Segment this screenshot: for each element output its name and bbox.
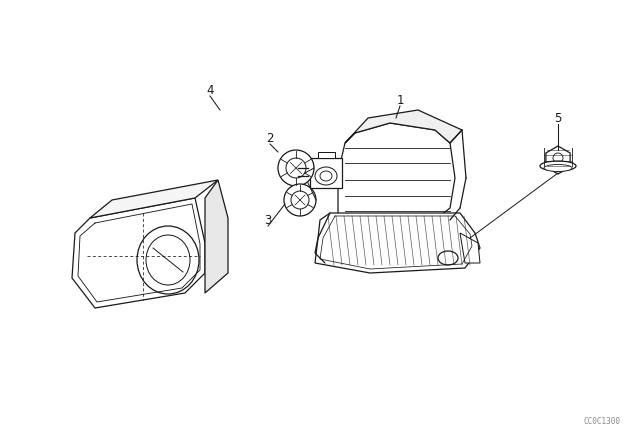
Text: 3: 3 [264,214,272,227]
Polygon shape [546,146,570,174]
Circle shape [291,191,309,209]
Circle shape [278,150,314,186]
Ellipse shape [320,171,332,181]
Ellipse shape [544,164,572,172]
Text: CC0C1300: CC0C1300 [583,417,620,426]
Polygon shape [205,180,228,293]
Circle shape [286,158,306,178]
Polygon shape [338,123,455,226]
Polygon shape [315,213,480,273]
Polygon shape [460,233,480,263]
Polygon shape [90,180,218,218]
Text: 5: 5 [554,112,562,125]
Polygon shape [310,158,342,188]
Circle shape [284,184,316,216]
Polygon shape [72,198,205,308]
FancyBboxPatch shape [294,162,308,182]
Text: 4: 4 [206,83,214,96]
Polygon shape [318,152,335,158]
Ellipse shape [137,226,199,294]
Ellipse shape [146,235,190,285]
Polygon shape [345,110,462,143]
Ellipse shape [315,167,337,185]
Ellipse shape [438,251,458,265]
Ellipse shape [540,161,576,171]
Text: 1: 1 [396,94,404,107]
Circle shape [553,153,563,163]
Text: 2: 2 [266,132,274,145]
